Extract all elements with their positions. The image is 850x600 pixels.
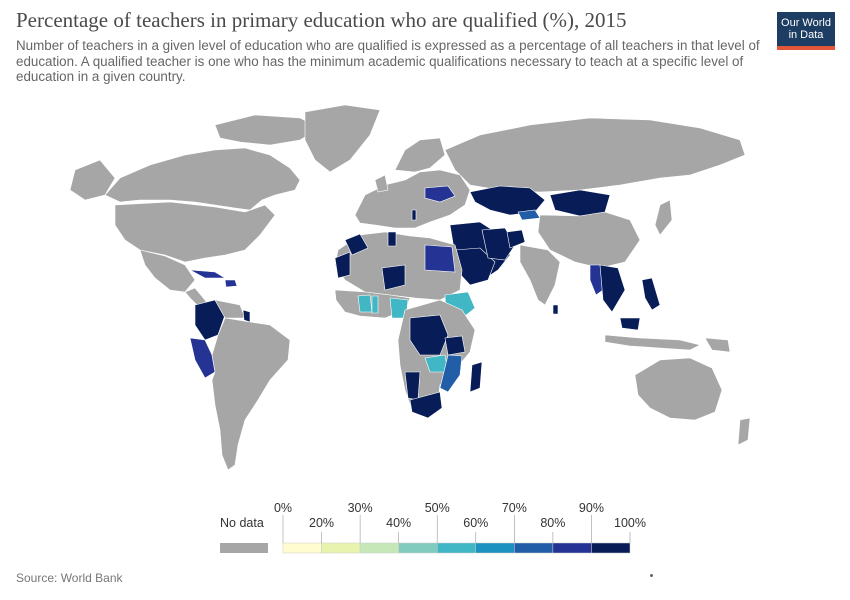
- country-india[interactable]: [519, 244, 561, 306]
- country-mozambique[interactable]: [439, 354, 463, 393]
- legend-bin-3[interactable]: [398, 542, 438, 554]
- legend-bin-4[interactable]: [436, 542, 477, 554]
- country-papua-new-guinea[interactable]: [704, 337, 731, 353]
- legend-tick-label-0: 0%: [273, 501, 293, 515]
- country-tanzania[interactable]: [444, 335, 466, 356]
- source-note: Source: World Bank: [16, 571, 123, 585]
- legend-tick-label-5: 60%: [463, 516, 489, 530]
- chart-title: Percentage of teachers in primary educat…: [16, 8, 627, 32]
- country-south-africa[interactable]: [409, 391, 443, 419]
- country-australia[interactable]: [634, 357, 723, 421]
- region-indonesia[interactable]: [604, 334, 701, 351]
- owid-logo[interactable]: Our World in Data: [777, 12, 835, 50]
- region-arctic-islands[interactable]: [214, 114, 321, 146]
- legend-tick-label-8: 90%: [578, 501, 604, 515]
- legend-bin-7[interactable]: [552, 542, 592, 554]
- country-niger[interactable]: [381, 264, 406, 291]
- country-myanmar[interactable]: [589, 264, 604, 296]
- region-indochina[interactable]: [599, 264, 626, 313]
- legend-tick-label-2: 30%: [347, 501, 373, 515]
- legend-bin-6[interactable]: [514, 542, 554, 554]
- country-uk[interactable]: [374, 174, 389, 193]
- legend-tick-label-3: 40%: [386, 516, 412, 530]
- chart-subtitle: Number of teachers in a given level of e…: [16, 38, 760, 85]
- country-japan[interactable]: [654, 199, 673, 236]
- legend-tick-label-4: 50%: [424, 501, 450, 515]
- country-sri-lanka[interactable]: [552, 304, 559, 315]
- legend-bin-0[interactable]: [282, 542, 322, 554]
- legend-tick-label-7: 80%: [540, 516, 566, 530]
- region-europe[interactable]: [354, 169, 471, 229]
- country-egypt[interactable]: [424, 244, 456, 273]
- country-malaysia[interactable]: [619, 317, 641, 331]
- legend-tick-label-9: 100%: [614, 516, 646, 530]
- country-canada[interactable]: [104, 147, 301, 211]
- country-iran[interactable]: [481, 227, 516, 261]
- country-albania[interactable]: [411, 209, 417, 221]
- country-morocco[interactable]: [344, 233, 369, 256]
- country-new-zealand[interactable]: [737, 417, 751, 446]
- country-cuba[interactable]: [189, 269, 227, 279]
- country-ukraine[interactable]: [424, 185, 456, 203]
- legend-tick-label-1: 20%: [309, 516, 335, 530]
- logo-line-1: Our World: [781, 17, 831, 29]
- legend-bin-2[interactable]: [359, 542, 399, 554]
- country-afghanistan[interactable]: [506, 229, 526, 249]
- legend-no-data-swatch[interactable]: [220, 543, 268, 553]
- legend-bin-5[interactable]: [475, 542, 515, 554]
- decorative-dot: [650, 574, 653, 577]
- country-drc[interactable]: [409, 314, 449, 356]
- country-haiti[interactable]: [224, 279, 238, 288]
- region-south-america[interactable]: [211, 317, 291, 471]
- legend-no-data-label: No data: [220, 516, 264, 530]
- legend-tick-label-6: 70%: [501, 501, 527, 515]
- country-tunisia[interactable]: [387, 231, 397, 247]
- country-madagascar[interactable]: [469, 361, 483, 393]
- country-ghana[interactable]: [371, 295, 379, 314]
- country-greenland[interactable]: [304, 104, 381, 173]
- logo-line-2: in Data: [788, 29, 824, 41]
- legend-bin-1[interactable]: [321, 542, 361, 554]
- country-china[interactable]: [537, 211, 641, 269]
- country-usa[interactable]: [114, 201, 276, 263]
- country-alaska[interactable]: [69, 159, 116, 201]
- legend-bin-8[interactable]: [591, 542, 631, 554]
- region-scandinavia[interactable]: [394, 137, 446, 173]
- country-mauritania[interactable]: [334, 251, 351, 279]
- country-philippines[interactable]: [641, 277, 661, 311]
